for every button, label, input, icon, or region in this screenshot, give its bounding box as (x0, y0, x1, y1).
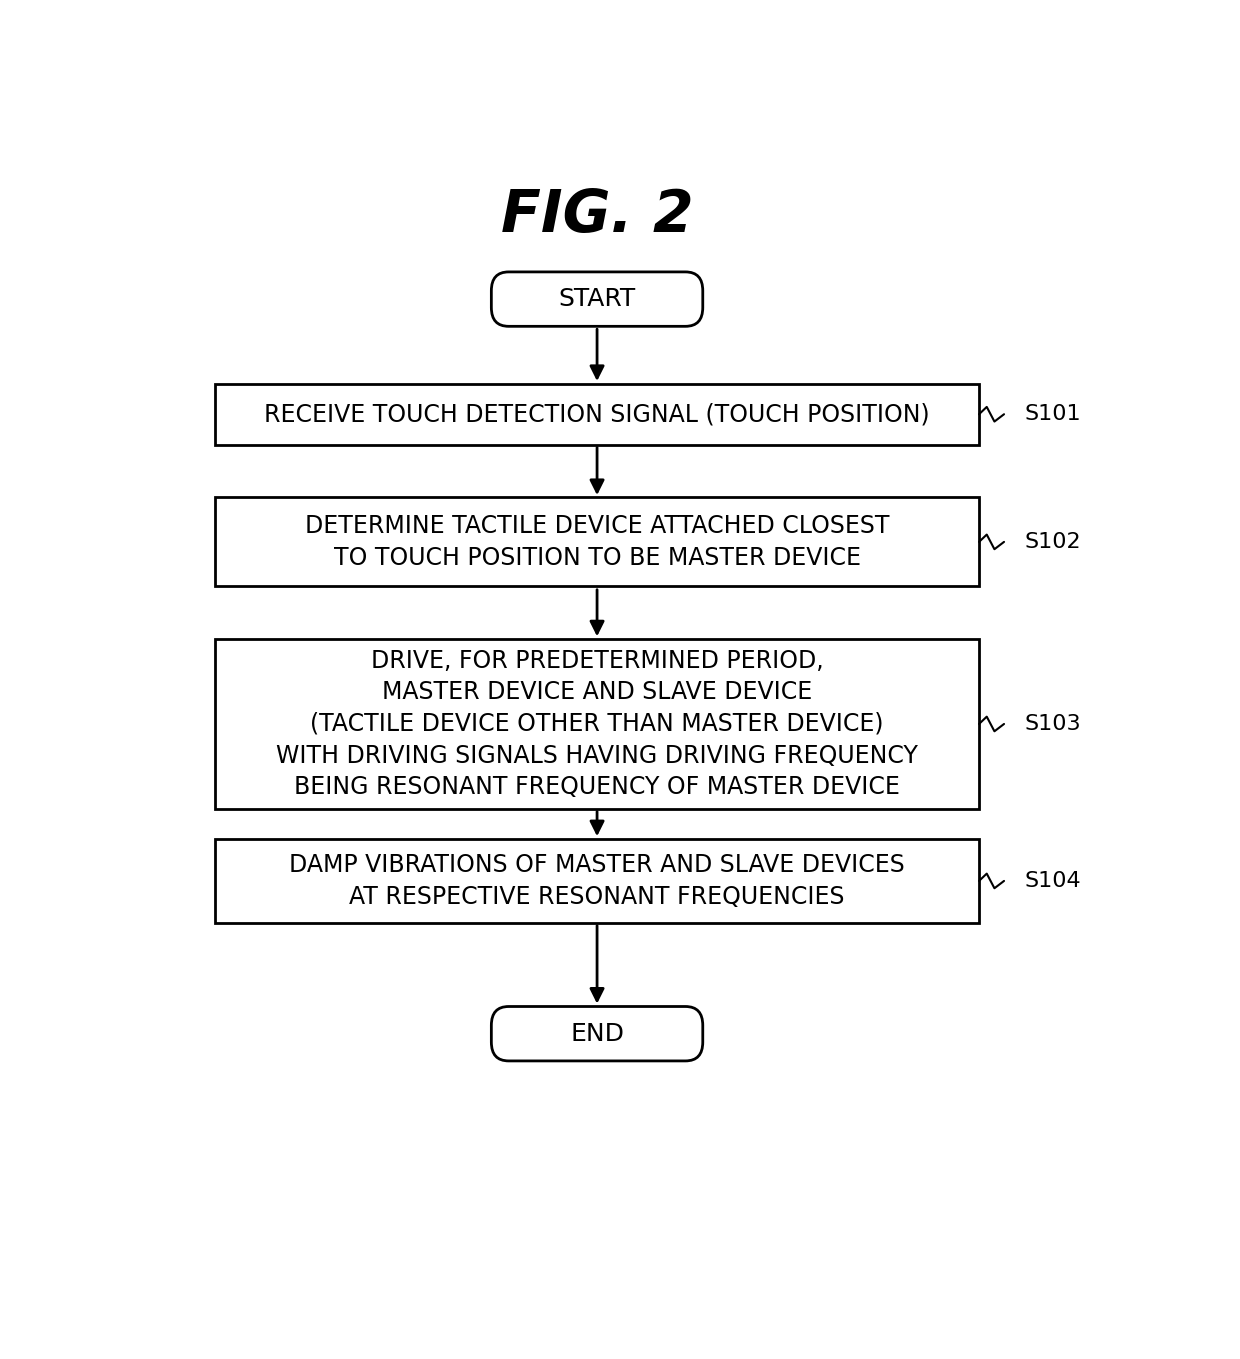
Text: DRIVE, FOR PREDETERMINED PERIOD,
MASTER DEVICE AND SLAVE DEVICE
(TACTILE DEVICE : DRIVE, FOR PREDETERMINED PERIOD, MASTER … (277, 648, 918, 799)
FancyBboxPatch shape (491, 272, 703, 326)
Bar (215, 497, 980, 586)
Text: DAMP VIBRATIONS OF MASTER AND SLAVE DEVICES
AT RESPECTIVE RESONANT FREQUENCIES: DAMP VIBRATIONS OF MASTER AND SLAVE DEVI… (289, 853, 905, 909)
Bar (215, 383, 980, 444)
Text: S103: S103 (1024, 713, 1081, 734)
Text: DETERMINE TACTILE DEVICE ATTACHED CLOSEST
TO TOUCH POSITION TO BE MASTER DEVICE: DETERMINE TACTILE DEVICE ATTACHED CLOSES… (305, 514, 889, 569)
Text: S101: S101 (1024, 404, 1081, 424)
Bar (215, 839, 980, 923)
Text: S102: S102 (1024, 531, 1081, 552)
FancyBboxPatch shape (491, 1007, 703, 1061)
Text: FIG. 2: FIG. 2 (501, 188, 693, 243)
Text: S104: S104 (1024, 871, 1081, 892)
Text: START: START (558, 287, 636, 311)
Bar (215, 639, 980, 809)
Text: END: END (570, 1022, 624, 1045)
Text: RECEIVE TOUCH DETECTION SIGNAL (TOUCH POSITION): RECEIVE TOUCH DETECTION SIGNAL (TOUCH PO… (264, 402, 930, 427)
